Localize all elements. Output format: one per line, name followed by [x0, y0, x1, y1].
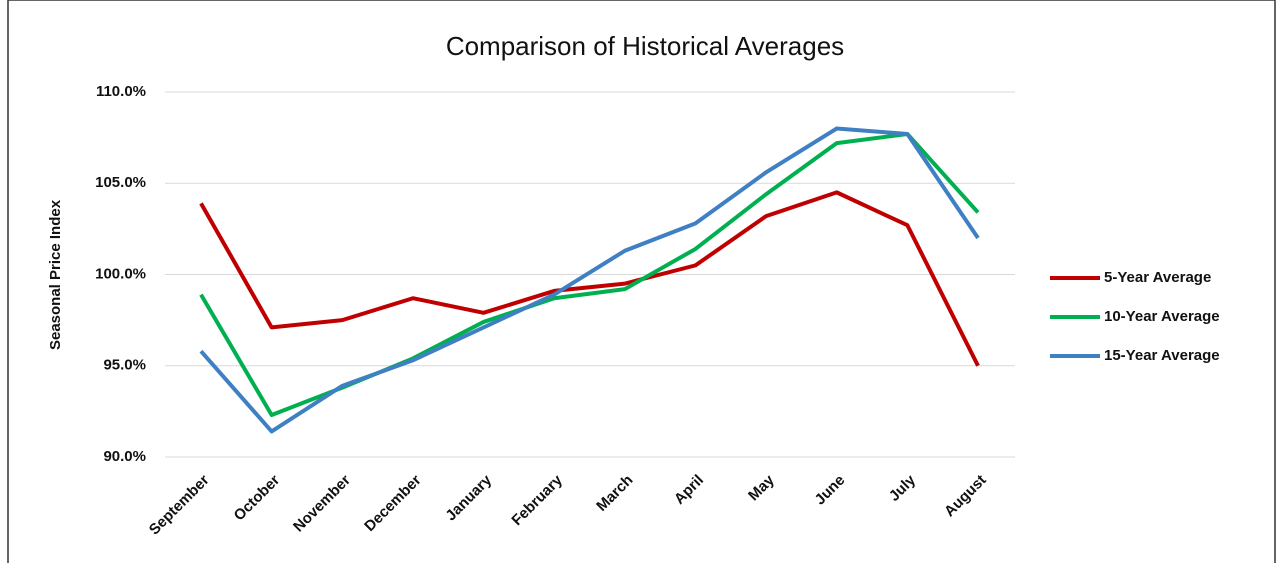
y-axis-title: Seasonal Price Index	[47, 199, 64, 350]
y-tick-label: 110.0%	[96, 83, 146, 100]
series-line	[199, 126, 980, 434]
legend-label: 5-Year Average	[1104, 269, 1211, 286]
chart-title: Comparison of Historical Averages	[446, 31, 844, 61]
y-tick-label: 105.0%	[95, 174, 146, 191]
y-tick-label: 95.0%	[103, 357, 146, 374]
y-tick-label: 90.0%	[103, 448, 146, 465]
legend-label: 10-Year Average	[1104, 308, 1220, 325]
series-line	[199, 190, 980, 367]
legend-label: 15-Year Average	[1104, 347, 1220, 364]
y-tick-label: 100.0%	[95, 265, 146, 282]
